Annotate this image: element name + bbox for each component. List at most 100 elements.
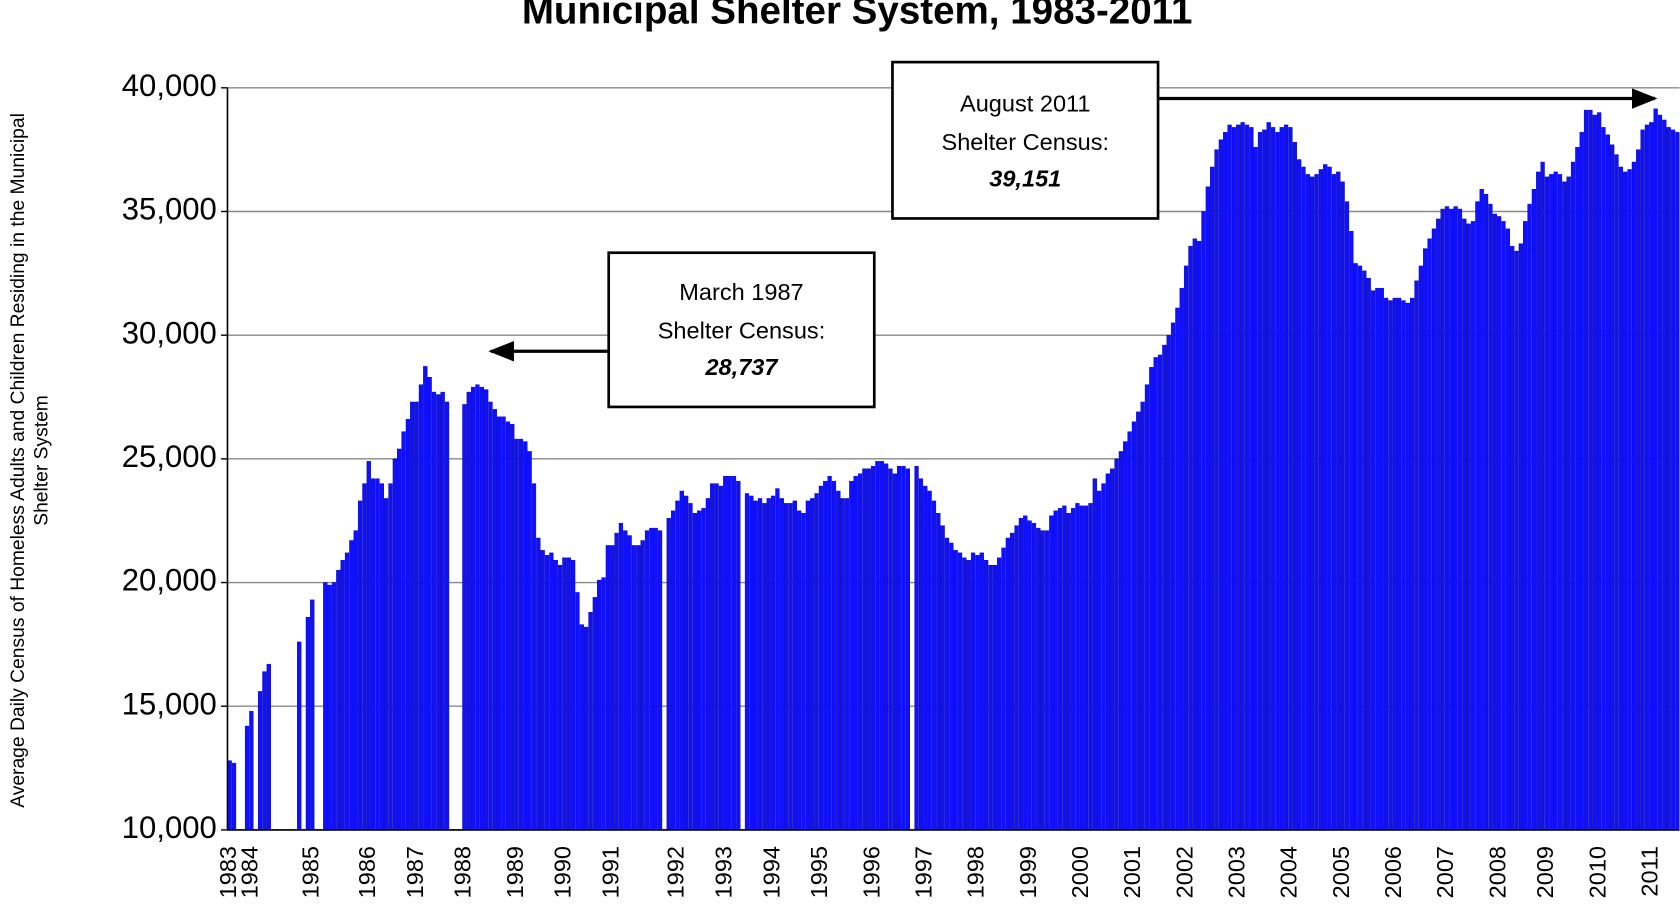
bar bbox=[1636, 149, 1641, 831]
bar bbox=[753, 500, 758, 831]
bar bbox=[1123, 441, 1128, 831]
bar bbox=[914, 466, 919, 831]
bar bbox=[1188, 245, 1193, 831]
bar bbox=[1036, 527, 1041, 831]
x-tick-label: 1988 bbox=[450, 846, 476, 898]
bar bbox=[1470, 221, 1476, 831]
bar bbox=[575, 592, 580, 831]
y-tick-label: 35,000 bbox=[122, 192, 217, 227]
bar bbox=[1157, 354, 1163, 831]
x-tick-label: 2010 bbox=[1584, 846, 1610, 898]
bar bbox=[1596, 112, 1602, 831]
bar bbox=[1610, 144, 1615, 831]
bar bbox=[440, 391, 445, 831]
bar bbox=[1297, 159, 1302, 831]
bar bbox=[531, 483, 537, 831]
bar bbox=[810, 498, 815, 831]
bar bbox=[1210, 166, 1215, 831]
bar bbox=[888, 468, 893, 831]
bar bbox=[1336, 171, 1341, 831]
bar bbox=[1527, 203, 1532, 831]
bar bbox=[1153, 357, 1158, 831]
bar bbox=[1362, 270, 1367, 831]
bar bbox=[614, 532, 619, 831]
bar bbox=[927, 490, 932, 831]
bar bbox=[1118, 451, 1124, 831]
bar bbox=[1031, 522, 1037, 831]
bar bbox=[1110, 468, 1115, 831]
bar bbox=[1505, 228, 1510, 831]
bar bbox=[1266, 122, 1271, 831]
bar bbox=[605, 545, 611, 831]
bar bbox=[988, 565, 993, 831]
bar bbox=[566, 557, 571, 831]
bar bbox=[1605, 134, 1610, 831]
bar bbox=[1018, 518, 1024, 831]
bar bbox=[784, 503, 789, 831]
bar bbox=[1418, 265, 1423, 831]
bar bbox=[1631, 161, 1637, 831]
annotation-value: 28,737 bbox=[704, 354, 779, 380]
bar bbox=[653, 527, 658, 831]
bar bbox=[823, 480, 828, 831]
bar bbox=[1340, 181, 1345, 831]
bar bbox=[1301, 166, 1306, 831]
bar bbox=[331, 582, 337, 831]
bar bbox=[1275, 132, 1280, 831]
bar bbox=[1075, 503, 1080, 831]
bar bbox=[983, 560, 989, 831]
bar bbox=[1575, 146, 1580, 831]
bar bbox=[1044, 530, 1050, 831]
bar bbox=[1170, 322, 1176, 831]
bar bbox=[623, 530, 628, 831]
x-tick-label: 2008 bbox=[1484, 846, 1510, 898]
bar bbox=[714, 483, 719, 831]
bar bbox=[488, 401, 493, 831]
bar bbox=[666, 518, 671, 831]
bar bbox=[957, 552, 963, 831]
annotation-box bbox=[891, 60, 1160, 220]
bar bbox=[1010, 532, 1015, 831]
bar bbox=[1383, 297, 1389, 831]
bar bbox=[1218, 139, 1224, 831]
bar bbox=[1062, 505, 1067, 831]
bar bbox=[1457, 208, 1463, 831]
bar bbox=[601, 577, 606, 831]
x-tick-label: 1983 bbox=[215, 846, 241, 898]
bar bbox=[766, 498, 771, 831]
bar bbox=[940, 525, 945, 831]
bar bbox=[1414, 280, 1419, 831]
bar bbox=[827, 475, 832, 831]
bar bbox=[1023, 515, 1028, 831]
bar bbox=[1514, 250, 1519, 831]
bar bbox=[1253, 146, 1258, 831]
y-tick-label: 20,000 bbox=[122, 563, 217, 598]
bar bbox=[1562, 181, 1567, 831]
bar bbox=[936, 513, 941, 831]
bar bbox=[1614, 154, 1619, 831]
bar bbox=[1088, 503, 1093, 831]
bar bbox=[1566, 176, 1571, 831]
bar bbox=[1579, 132, 1584, 831]
bar bbox=[1049, 515, 1054, 831]
bar bbox=[1114, 458, 1119, 831]
bar bbox=[1649, 122, 1654, 831]
bar bbox=[262, 671, 267, 831]
bar bbox=[1305, 174, 1310, 831]
bar bbox=[523, 441, 528, 831]
bar bbox=[931, 500, 937, 831]
bar bbox=[1205, 186, 1210, 831]
bar bbox=[1101, 483, 1106, 831]
bar bbox=[640, 540, 645, 831]
bar bbox=[540, 550, 545, 831]
bar bbox=[1014, 525, 1019, 831]
bar bbox=[227, 760, 232, 831]
bar bbox=[862, 468, 867, 831]
bar bbox=[1370, 290, 1376, 831]
bar bbox=[1518, 243, 1523, 831]
bar bbox=[444, 401, 450, 831]
bar bbox=[1583, 109, 1589, 831]
bar bbox=[953, 550, 958, 831]
bar bbox=[779, 498, 784, 831]
bar bbox=[1405, 302, 1410, 831]
